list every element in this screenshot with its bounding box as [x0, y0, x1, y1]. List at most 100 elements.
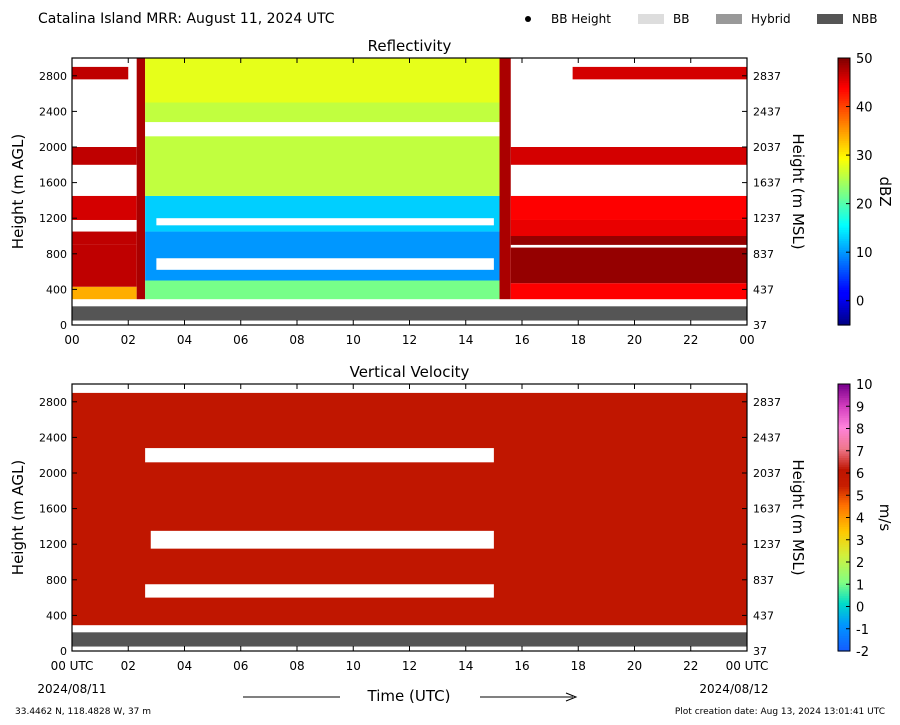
legend-swatch: [716, 14, 742, 24]
y-tick-label-right: 2837: [753, 396, 781, 409]
colorbar-segment: [838, 115, 850, 119]
y-tick-label-right: 1237: [753, 538, 781, 551]
colorbar-segment: [838, 135, 850, 139]
nbb-band: [72, 632, 747, 647]
colorbar-segment: [838, 207, 850, 210]
x-tick-label: 02: [121, 333, 136, 347]
x-tick-label: 00: [739, 333, 754, 347]
x-tick-label: 20: [627, 659, 642, 673]
colorbar-segment: [838, 459, 850, 463]
y-tick-label: 1200: [39, 538, 67, 551]
colorbar-segment: [838, 91, 850, 95]
colorbar-segment: [838, 448, 850, 452]
legend: BB Height BB Hybrid NBB: [525, 12, 877, 26]
colorbar-segment: [838, 479, 850, 483]
x-tick-label: 12: [402, 333, 417, 347]
legend-label: BB: [673, 12, 689, 26]
colorbar-segment: [838, 435, 850, 438]
colorbar-segment: [838, 69, 850, 72]
colorbar-segment: [838, 519, 850, 523]
colorbar-tick-label: 0: [856, 295, 864, 310]
colorbar-segment: [838, 267, 850, 270]
x-tick-label: 02: [121, 659, 136, 673]
colorbar-tick-label: 30: [856, 149, 873, 164]
colorbar-segment: [838, 253, 850, 257]
colorbar-segment: [838, 455, 850, 459]
colorbar-segment: [838, 100, 850, 104]
colorbar-segment: [838, 619, 850, 623]
y-axis-label-right: Height (m MSL): [789, 459, 807, 575]
colorbar-segment: [838, 570, 850, 574]
colorbar-segment: [838, 182, 850, 186]
heatmap-gap: [145, 584, 494, 598]
colorbar-frame: [837, 57, 851, 326]
colorbar-segment: [838, 628, 850, 632]
colorbar-segment: [838, 582, 850, 585]
heatmap-gap: [156, 258, 494, 270]
y-tick-label: 400: [46, 283, 67, 296]
arrow-head-icon: [565, 692, 578, 702]
colorbar-segment: [838, 240, 850, 244]
colorbar-tick-label: 6: [856, 467, 864, 482]
colorbar-segment: [838, 178, 850, 181]
colorbar-segment: [838, 508, 850, 512]
colorbar-segment: [838, 412, 850, 416]
colorbar-tick-label: 10: [856, 378, 873, 393]
colorbar-segment: [838, 89, 850, 92]
colorbar-segment: [838, 617, 850, 621]
colorbar-segment: [838, 550, 850, 554]
heatmap-gap: [145, 448, 494, 463]
colorbar-segment: [838, 510, 850, 514]
colorbar-segment: [838, 264, 850, 268]
y-axis-label-right: Height (m MSL): [789, 133, 807, 249]
heatmap-cell: [510, 283, 747, 300]
colorbar-tick-label: 2: [856, 556, 864, 571]
creation-date-text: Plot creation date: Aug 13, 2024 13:01:4…: [675, 707, 885, 717]
colorbar-segment: [838, 437, 850, 441]
location-text: 33.4462 N, 118.4828 W, 37 m: [15, 707, 151, 717]
colorbar-segment: [838, 302, 850, 306]
colorbar-segment: [838, 144, 850, 148]
colorbar-segment: [838, 415, 850, 418]
colorbar-segment: [838, 452, 850, 456]
y-tick-label-right: 437: [753, 283, 774, 296]
colorbar-segment: [838, 557, 850, 561]
heatmap-cell: [145, 195, 500, 232]
heatmap-cell: [510, 219, 747, 236]
colorbar-segment: [838, 397, 850, 401]
colorbar-segment: [838, 316, 850, 319]
heatmap-cell: [72, 244, 137, 287]
colorbar-segment: [838, 626, 850, 630]
y-tick-label-right: 2037: [753, 467, 781, 480]
colorbar-segment: [838, 147, 850, 150]
colorbar-segment: [838, 164, 850, 168]
plot-area: [72, 392, 747, 647]
legend-label: NBB: [852, 12, 877, 26]
colorbar-segment: [838, 424, 850, 427]
colorbar-segment: [838, 477, 850, 481]
colorbar-segment: [838, 584, 850, 588]
colorbar: 0 10 20 30 40 50: [837, 52, 873, 326]
x-tick-label: 22: [683, 333, 698, 347]
colorbar-segment: [838, 444, 850, 447]
colorbar-segment: [838, 198, 850, 201]
colorbar-segment: [838, 548, 850, 552]
y-tick-label-right: 1637: [753, 503, 781, 516]
colorbar-segment: [838, 426, 850, 430]
colorbar-segment: [838, 470, 850, 474]
colorbar-segment: [838, 173, 850, 177]
colorbar-segment: [838, 131, 850, 135]
colorbar-segment: [838, 430, 850, 434]
colorbar-segment: [838, 644, 850, 648]
colorbar-segment: [838, 546, 850, 550]
colorbar-segment: [838, 499, 850, 503]
colorbar-segment: [838, 602, 850, 605]
colorbar-segment: [838, 73, 850, 77]
x-tick-label: 20: [627, 333, 642, 347]
colorbar-segment: [838, 526, 850, 530]
colorbar-segment: [838, 304, 850, 308]
colorbar-segment: [838, 610, 850, 614]
